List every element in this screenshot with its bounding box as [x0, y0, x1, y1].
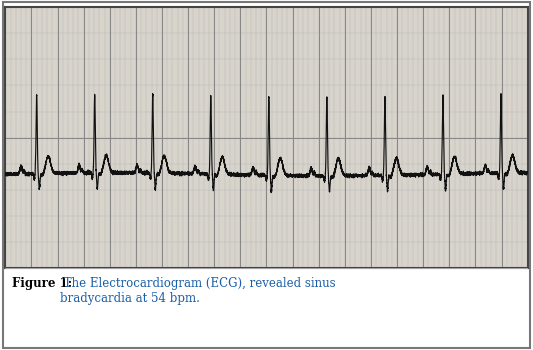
Text: Figure 1:: Figure 1:	[12, 277, 72, 290]
Text: The Electrocardiogram (ECG), revealed sinus
bradycardia at 54 bpm.: The Electrocardiogram (ECG), revealed si…	[60, 277, 336, 305]
